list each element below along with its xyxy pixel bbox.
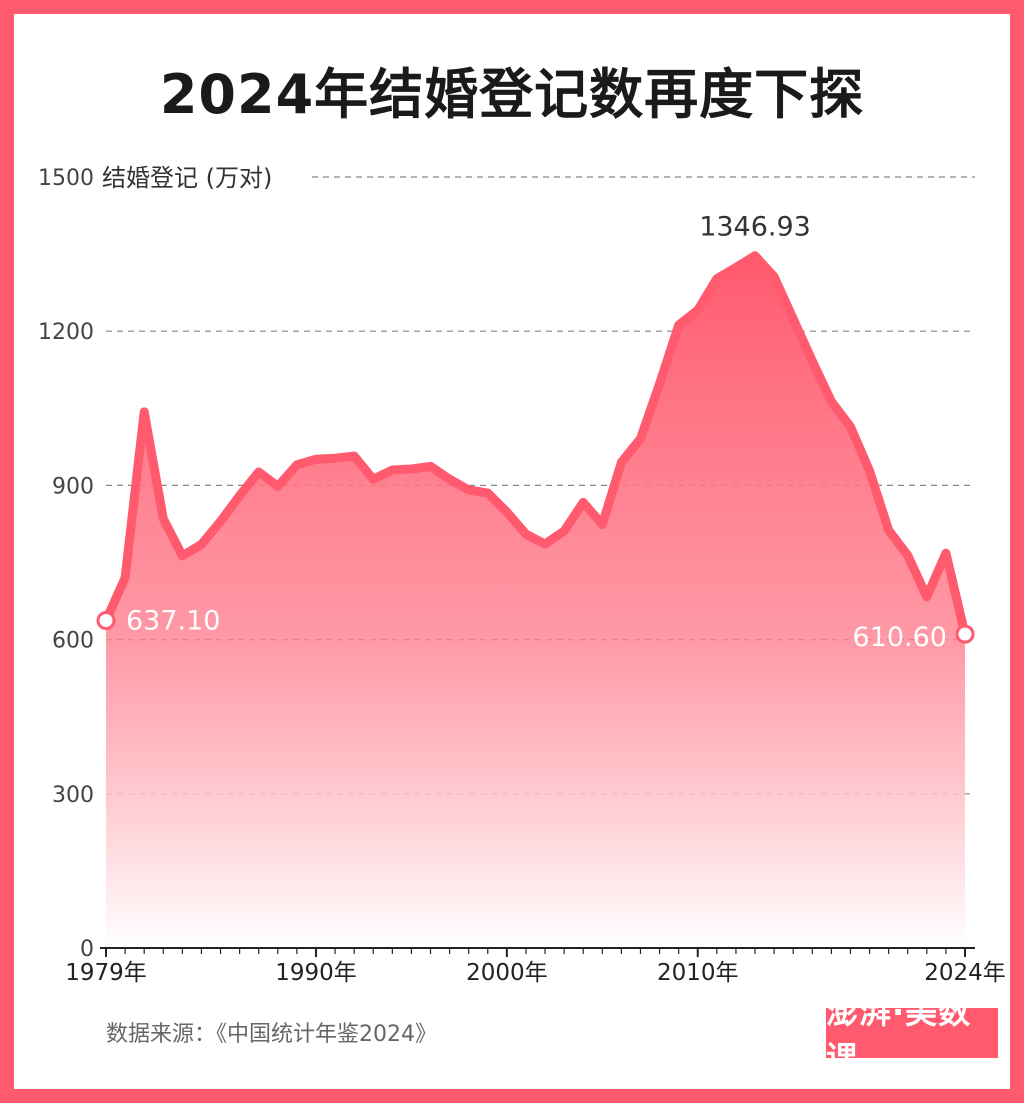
x-tick-label: 2024年	[924, 960, 1006, 986]
data-label: 637.10	[126, 606, 220, 637]
y-tick-label: 1500	[38, 166, 94, 191]
page-title: 2024年结婚登记数再度下探	[159, 63, 865, 126]
x-tick-label: 2000年	[466, 960, 548, 986]
series-line	[101, 251, 970, 639]
data-point-marker	[96, 611, 116, 631]
y-tick-label: 1200	[38, 320, 94, 345]
area-fill	[106, 255, 965, 948]
data-label: 1346.93	[699, 212, 811, 243]
x-tick-label: 1990年	[275, 960, 357, 986]
publisher-logo: 澎湃·美数课	[826, 993, 998, 1077]
y-tick-label: 900	[52, 474, 94, 499]
data-label: 610.60	[853, 622, 947, 653]
y-tick-label: 600	[52, 629, 94, 654]
data-source-note: 数据来源：《中国统计年鉴2024》	[106, 1022, 437, 1047]
y-axis-title: 结婚登记 (万对)	[102, 164, 272, 192]
y-tick-label: 0	[80, 937, 94, 962]
x-tick-label: 2010年	[657, 960, 739, 986]
y-tick-label: 300	[52, 783, 94, 808]
x-tick-label: 1979年	[65, 960, 147, 986]
data-point-marker	[955, 624, 975, 644]
